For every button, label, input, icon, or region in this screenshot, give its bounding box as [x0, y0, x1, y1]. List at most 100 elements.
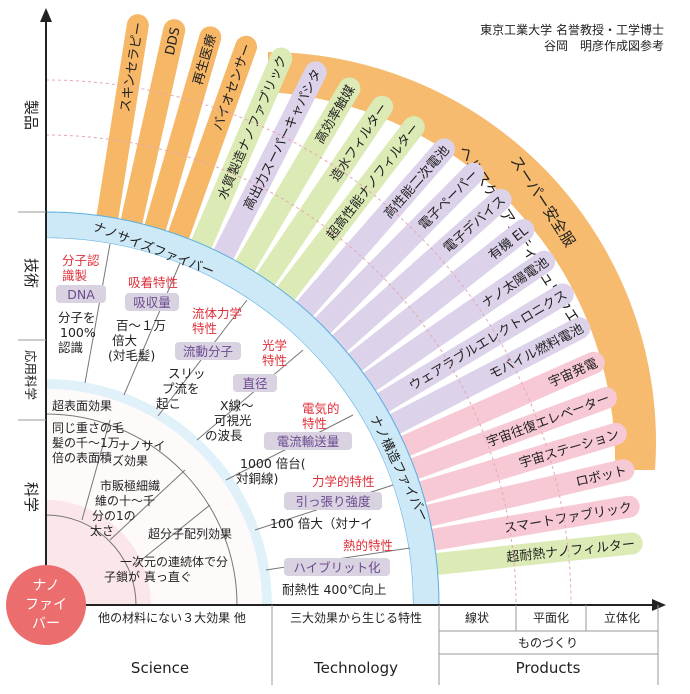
electrical-desc: 1000 倍台( 対銅線) — [236, 456, 310, 486]
origin-label: ナノ ファイ バー — [25, 578, 67, 632]
optical-title-line2: 特性 — [262, 353, 287, 368]
fluid-tag: 流動分子 — [183, 344, 233, 359]
product-ray-bar — [389, 532, 643, 579]
product-ray-bar — [269, 138, 456, 348]
origin-circle — [6, 565, 86, 645]
thermal-tag: ハイブリット化 — [293, 560, 381, 575]
recognition-title: 分子認 識製 — [62, 253, 104, 283]
mechanical-desc: 100 倍大（対ナイ — [270, 516, 373, 531]
absorption-desc-line3: (対毛髪) — [108, 348, 155, 363]
fluid-desc-line3: 起こ — [156, 396, 181, 411]
commercial-desc-line4: 太さ — [90, 523, 114, 538]
y-label-applied-science: 応用科学 — [23, 350, 38, 400]
nanosize-effect-line1: ナノサイ — [118, 439, 165, 453]
product-ray-bar — [328, 250, 556, 414]
mechanical-tag: 引っ張り強度 — [295, 494, 371, 509]
nanosize-effect-line2: ズ効果 — [112, 453, 148, 468]
absorption-desc-line1: 百〜１万 — [116, 318, 166, 333]
y-label-technology: 技術 — [22, 258, 40, 288]
x-label-science: Science — [131, 659, 189, 677]
continuum-desc-line2: 子鎖が 真っ直ぐ — [104, 569, 192, 584]
credit-line2: 谷岡 明彦作成図参考 — [544, 38, 664, 53]
technology-texts: 分子認 識製 DNA 分子を 100% 認識 吸着特性 吸収量 百〜１万 倍大 … — [56, 253, 393, 597]
recognition-title-line1: 分子認 — [62, 253, 100, 268]
weight-desc-line1: 同じ重さの毛 — [52, 421, 124, 435]
fluid-title: 流体力学 特性 — [192, 306, 246, 336]
y-axis-ticks — [18, 211, 46, 421]
recognition-desc-line2: 100% — [60, 325, 96, 340]
product-ray-bar — [350, 317, 591, 453]
science-texts: 超表面効果 同じ重さの毛 髪の千〜1万 倍の表面積 ナノサイ ズ効果 市販極細繊… — [52, 398, 232, 584]
electrical-tag: 電流輸送量 — [277, 434, 340, 449]
continuum-desc-line1: 一次元の連続体で分 — [120, 555, 228, 569]
commercial-desc-line1: 市販極細繊 — [100, 478, 160, 493]
product-ray-bar — [133, 26, 222, 275]
commercial-desc: 市販極細繊 維の十〜千 分の1の 太さ — [90, 478, 164, 538]
science-arcs — [45, 413, 238, 606]
x-linear: 線状 — [465, 610, 489, 625]
electrical-tag-bg — [264, 432, 352, 450]
origin-line3: バー — [32, 616, 60, 632]
absorption-tag: 吸収量 — [133, 295, 171, 310]
product-ray-bar — [155, 35, 258, 281]
product-ray-bar — [234, 95, 394, 321]
x-label-technology: Technology — [313, 659, 398, 677]
x-axis-grid — [271, 605, 659, 685]
weight-desc-line2: 髪の千〜1万 — [52, 436, 120, 450]
mechanical-title: 力学的特性 — [312, 474, 375, 489]
absorption-desc-line2: 倍大 — [112, 333, 137, 348]
fluid-title-line2: 特性 — [192, 321, 217, 336]
recognition-desc-line3: 認識 — [58, 340, 83, 355]
electrical-desc-line2: 対銅線) — [236, 471, 278, 486]
product-ray-bar — [314, 219, 535, 397]
weight-desc: 同じ重さの毛 髪の千〜1万 倍の表面積 — [52, 421, 128, 465]
optical-desc-line2: 可視光 — [214, 413, 252, 428]
thermal-tag-bg — [284, 558, 390, 576]
product-ray-bar — [360, 351, 605, 473]
electrical-title-line2: 特性 — [302, 416, 327, 431]
continuum-desc: 一次元の連続体で分 子鎖が 真っ直ぐ — [104, 555, 232, 584]
origin-line1: ナノ — [32, 578, 59, 594]
x-three-d: 立体化 — [604, 610, 640, 625]
product-ray-bar — [195, 61, 327, 299]
x-label-products: Products — [516, 659, 581, 677]
thermal-title: 熱的特性 — [343, 538, 393, 553]
optical-title: 光学 特性 — [262, 338, 291, 368]
optical-tag-bg — [233, 374, 277, 392]
absorption-tag-bg — [125, 293, 179, 311]
credit-line1: 東京工業大学 名誉教授・工学博士 — [480, 22, 664, 37]
optical-desc: X線〜 可視光 の波長 — [205, 398, 258, 443]
dna-tag-bg — [56, 285, 106, 303]
y-axis-arrow-icon — [40, 8, 52, 22]
product-ray-bar — [368, 386, 617, 493]
product-ray-bar — [252, 116, 425, 334]
recognition-title-line2: 識製 — [62, 268, 87, 283]
recognition-desc-line1: 分子を — [58, 310, 96, 325]
x-axis-arrow-icon — [652, 599, 666, 611]
product-ray-bar — [112, 19, 186, 269]
fluid-desc-line1: スリッ — [168, 366, 206, 381]
fluid-desc-line2: プ流を — [162, 381, 200, 396]
x-technology-desc: 三大効果から生じる特性 — [290, 610, 422, 625]
fluid-title-line1: 流体力学 — [192, 306, 242, 321]
dna-tag: DNA — [67, 287, 95, 302]
optical-tag: 直径 — [242, 376, 267, 391]
product-ray-bar — [215, 77, 361, 310]
optical-desc-line3: の波長 — [205, 428, 243, 443]
electrical-title: 電気的 特性 — [302, 401, 344, 431]
y-label-science: 科学 — [22, 482, 40, 512]
x-monozukuri: ものづくり — [518, 636, 578, 650]
product-ray-bar — [300, 188, 512, 380]
product-rays: スキンセラピー DDS 再生医療バイオセンサー水質製造ナノファブリック高出力スーパー… — [90, 14, 643, 579]
origin-line2: ファイ — [25, 597, 67, 613]
recognition-desc: 分子を 100% 認識 — [58, 310, 100, 355]
optical-title-line1: 光学 — [262, 338, 287, 353]
product-ray-bar — [381, 459, 635, 536]
product-ray: DDS — [112, 19, 186, 269]
absorption-title: 吸着特性 — [128, 275, 178, 290]
product-ray-bar — [285, 162, 485, 364]
commercial-desc-line3: 分の1の — [92, 509, 136, 523]
product-ray-bar — [175, 47, 293, 290]
x-planar: 平面化 — [533, 611, 569, 625]
